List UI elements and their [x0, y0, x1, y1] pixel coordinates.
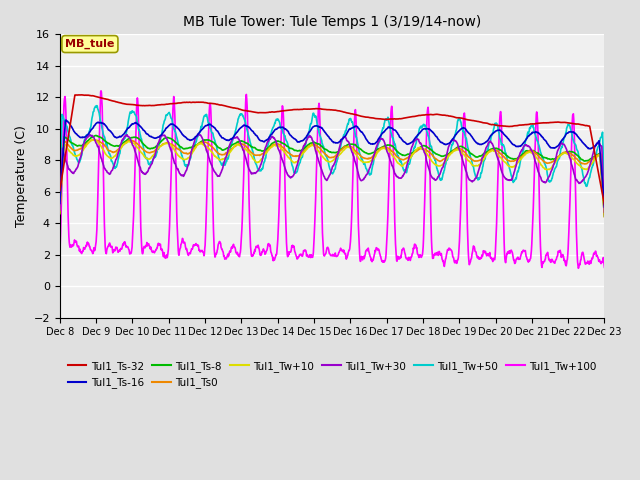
Title: MB Tule Tower: Tule Temps 1 (3/19/14-now): MB Tule Tower: Tule Temps 1 (3/19/14-now…: [183, 15, 481, 29]
Y-axis label: Temperature (C): Temperature (C): [15, 125, 28, 227]
Legend: Tul1_Ts-32, Tul1_Ts-16, Tul1_Ts-8, Tul1_Ts0, Tul1_Tw+10, Tul1_Tw+30, Tul1_Tw+50,: Tul1_Ts-32, Tul1_Ts-16, Tul1_Ts-8, Tul1_…: [63, 357, 601, 392]
Text: MB_tule: MB_tule: [65, 39, 115, 49]
